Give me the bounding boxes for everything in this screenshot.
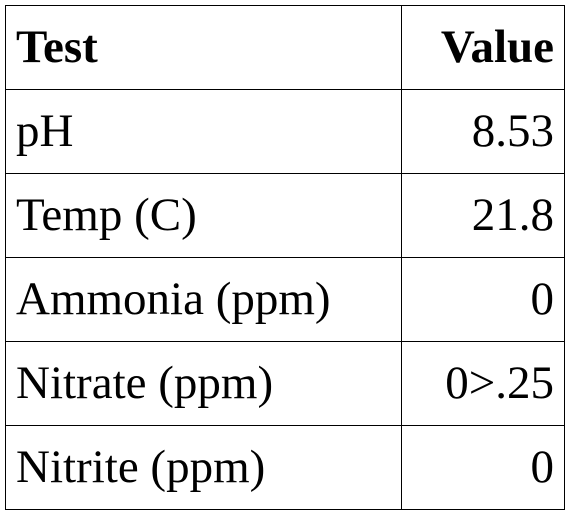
table-row: Nitrate (ppm) 0>.25: [5, 341, 565, 426]
column-header-test: Test: [5, 5, 402, 90]
table-row: Ammonia (ppm) 0: [5, 257, 565, 342]
table-row: Nitrite (ppm) 0: [5, 425, 565, 510]
test-name-cell: Temp (C): [5, 173, 402, 258]
test-name-cell: Nitrate (ppm): [5, 341, 402, 426]
table-row: pH 8.53: [5, 89, 565, 174]
header-row: Test Value: [5, 5, 565, 90]
test-value-cell: 0: [401, 257, 565, 342]
test-name-cell: Ammonia (ppm): [5, 257, 402, 342]
test-name-cell: Nitrite (ppm): [5, 425, 402, 510]
table-row: Temp (C) 21.8: [5, 173, 565, 258]
test-value-cell: 8.53: [401, 89, 565, 174]
table-body: pH 8.53 Temp (C) 21.8 Ammonia (ppm) 0 Ni…: [5, 89, 565, 510]
column-header-value: Value: [401, 5, 565, 90]
water-test-table: Test Value pH 8.53 Temp (C) 21.8 Ammonia…: [5, 5, 565, 510]
test-value-cell: 0>.25: [401, 341, 565, 426]
table-header: Test Value: [5, 5, 565, 90]
test-value-cell: 21.8: [401, 173, 565, 258]
test-name-cell: pH: [5, 89, 402, 174]
test-value-cell: 0: [401, 425, 565, 510]
